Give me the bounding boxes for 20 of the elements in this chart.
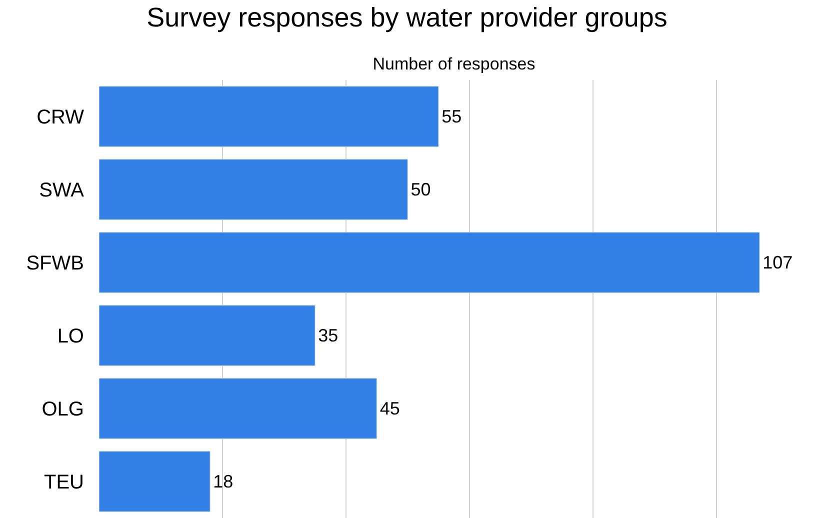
bar [99, 378, 378, 440]
y-tick-label: SFWB [26, 252, 84, 274]
y-tick-label: TEU [44, 472, 84, 494]
bar [99, 158, 408, 220]
data-label: 45 [380, 398, 400, 419]
data-label: 35 [318, 326, 338, 346]
y-tick-label: SWA [39, 180, 85, 202]
data-label: 55 [442, 106, 462, 127]
bar [99, 232, 760, 294]
x-axis-title: Number of responses [372, 54, 536, 74]
data-label: 107 [762, 252, 793, 272]
bar [99, 86, 439, 148]
data-label: 18 [213, 472, 234, 492]
y-tick-label: LO [57, 326, 84, 348]
chart-title: Survey responses by water provider groups [146, 2, 668, 33]
data-label: 50 [410, 180, 431, 200]
bar [99, 304, 316, 366]
bar [99, 450, 210, 512]
y-tick-label: CRW [36, 106, 84, 128]
y-tick-label: OLG [42, 398, 84, 420]
